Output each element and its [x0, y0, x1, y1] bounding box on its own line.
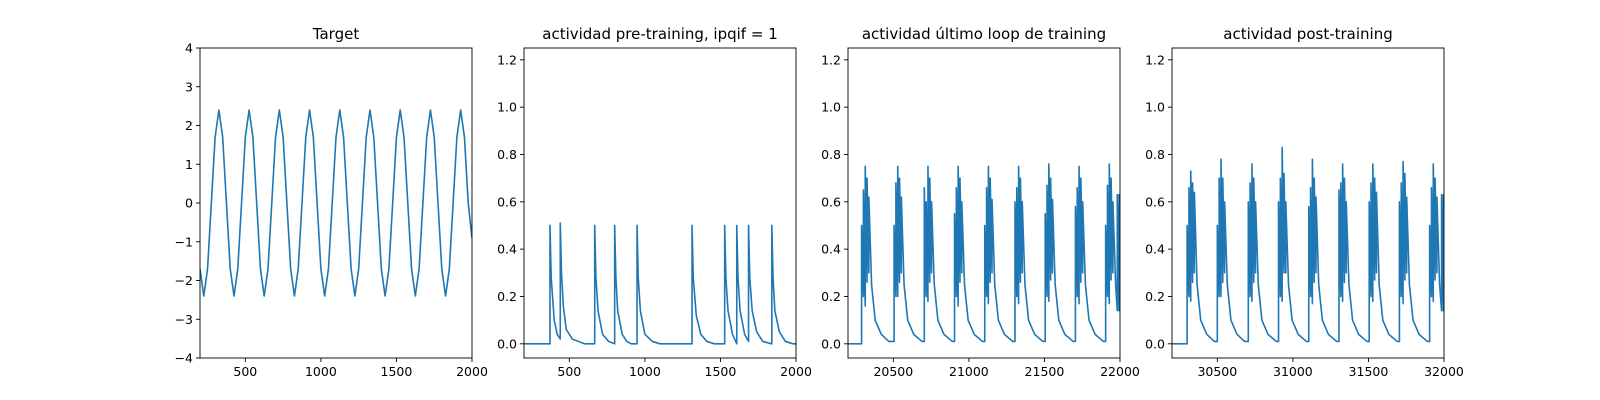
y-tick-label: −1	[175, 234, 193, 249]
x-tick-label: 1500	[705, 364, 737, 379]
x-tick-label: 500	[557, 364, 581, 379]
y-tick-label: 0.8	[821, 147, 841, 162]
x-tick-label: 21500	[1025, 364, 1065, 379]
x-tick-label: 31000	[1273, 364, 1313, 379]
axes-frame	[1171, 47, 1445, 359]
y-tick-label: 0.2	[821, 289, 841, 304]
x-tick-label: 21000	[949, 364, 989, 379]
chart-title: actividad pre-training, ipqif = 1	[542, 25, 778, 43]
y-tick-label: 4	[185, 41, 193, 56]
panels: Target 500 1000 1500 2000 −4 −3 −2 −1 0 1 2 3 4 activi…	[175, 25, 1464, 379]
y-tick-label: 0.2	[1145, 289, 1165, 304]
axes-frame	[523, 47, 797, 359]
chart-title: actividad post-training	[1223, 25, 1392, 43]
y-tick-label: 1.2	[1145, 52, 1165, 67]
x-tick-label: 22000	[1100, 364, 1140, 379]
y-tick-label: 0.4	[497, 242, 517, 257]
x-tick-label: 2000	[780, 364, 812, 379]
y-tick-label: 1.0	[821, 100, 841, 115]
chart-panel-2: actividad pre-training, ipqif = 1 500 1000…	[497, 25, 812, 379]
chart-panel-1: Target 500 1000 1500 2000 −4 −3 −2 −1 0 1 2 3 4	[175, 25, 488, 379]
y-tick-label: 0.2	[497, 289, 517, 304]
x-tick-label: 32000	[1424, 364, 1464, 379]
y-tick-label: 2	[185, 118, 193, 133]
series-line	[848, 163, 1120, 345]
y-tick-label: −2	[175, 273, 193, 288]
y-tick-label: 0.6	[821, 194, 841, 209]
y-tick-label: 1.0	[497, 100, 517, 115]
y-tick-label: 1.2	[821, 52, 841, 67]
y-tick-label: 1.2	[497, 52, 517, 67]
x-tick-label: 1000	[305, 364, 337, 379]
chart-title: actividad último loop de training	[862, 25, 1106, 43]
x-tick-label: 2000	[456, 364, 488, 379]
y-tick-label: 0.6	[497, 194, 517, 209]
y-tick-label: 0.0	[821, 336, 841, 351]
y-tick-label: 0.8	[497, 147, 517, 162]
x-tick-label: 30500	[1197, 364, 1237, 379]
x-tick-label: 31500	[1349, 364, 1389, 379]
series-line	[200, 109, 472, 297]
chart-title: Target	[312, 25, 360, 43]
y-tick-label: −4	[175, 351, 193, 366]
x-tick-label: 20500	[873, 364, 913, 379]
y-tick-label: 0.8	[1145, 147, 1165, 162]
y-tick-label: 0.4	[821, 242, 841, 257]
y-tick-label: 0.6	[1145, 194, 1165, 209]
y-tick-label: 0.4	[1145, 242, 1165, 257]
axes-frame	[847, 47, 1121, 359]
x-tick-label: 1500	[381, 364, 413, 379]
y-tick-label: 1.0	[1145, 100, 1165, 115]
chart-panel-4: actividad post-training 30500 31000 31500 32…	[1145, 25, 1464, 379]
chart-panel-3: actividad último loop de training 20500 21…	[821, 25, 1140, 379]
series-line	[1172, 146, 1444, 345]
y-tick-label: 3	[185, 79, 193, 94]
y-tick-label: 1	[185, 157, 193, 172]
y-tick-label: −3	[175, 312, 193, 327]
series-line	[524, 222, 796, 345]
x-tick-label: 500	[233, 364, 257, 379]
y-tick-label: 0.0	[497, 336, 517, 351]
y-tick-label: 0.0	[1145, 336, 1165, 351]
x-tick-label: 1000	[629, 364, 661, 379]
y-tick-label: 0	[185, 196, 193, 211]
